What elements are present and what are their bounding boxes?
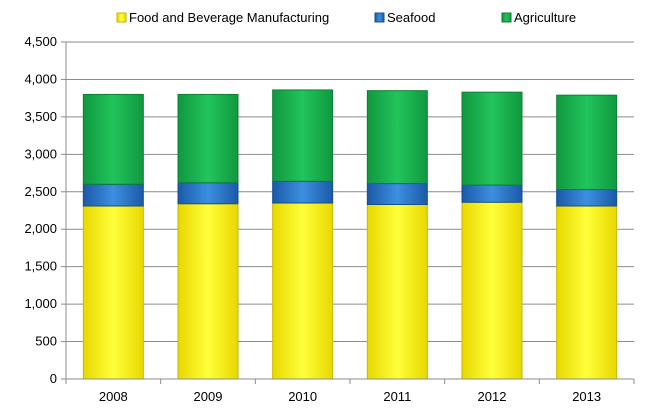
gridlines [66,41,634,343]
legend-item: Seafood [374,10,435,25]
y-tick-label: 4,500 [24,34,57,49]
x-tick-label: 2012 [478,389,507,404]
y-tick-label: 0 [50,371,57,386]
legend: Food and Beverage Manufacturing Seafood Ag… [116,10,576,25]
bar-agriculture-2011 [366,90,428,185]
bar-food-and-beverage-manufacturing-2008 [82,205,144,380]
legend-label: Food and Beverage Manufacturing [129,10,329,25]
legend-item: Food and Beverage Manufacturing [116,10,329,25]
bar-food-and-beverage-manufacturing-2013 [556,205,618,380]
x-tick-label: 2011 [383,389,411,404]
bar-agriculture-2012 [461,91,523,186]
x-tick-label: 2013 [572,389,601,404]
y-tick-label: 1,500 [24,259,57,274]
legend-swatch [501,12,512,23]
bar-seafood-2012 [461,184,523,203]
bar-food-and-beverage-manufacturing-2010 [272,202,334,380]
legend-label: Agriculture [514,10,576,25]
x-tick-label: 2009 [194,389,223,404]
x-tick-label: 2010 [288,389,317,404]
bars [82,89,618,380]
bar-seafood-2011 [366,183,428,206]
bar-food-and-beverage-manufacturing-2011 [366,204,428,380]
y-tick-label: 500 [35,334,57,349]
bar-seafood-2010 [272,180,334,204]
bar-food-and-beverage-manufacturing-2009 [177,203,239,380]
y-tick-label: 3,500 [24,109,57,124]
bar-agriculture-2008 [82,93,144,185]
y-tick-label: 1,000 [24,296,57,311]
y-axis: 0 500 1,000 1,500 2,000 2,500 3,000 3,500 4,000 4… [24,34,67,386]
bar-seafood-2013 [556,189,618,207]
bar-food-and-beverage-manufacturing-2012 [461,201,523,380]
bar-seafood-2008 [82,183,144,207]
legend-label: Seafood [387,10,435,25]
y-tick-label: 2,500 [24,184,57,199]
legend-swatch [116,12,127,23]
x-axis: 2008 2009 2010 2011 2012 2013 [65,378,635,404]
x-tick-label: 2008 [99,389,128,404]
bar-agriculture-2009 [177,93,239,184]
y-tick-label: 4,000 [24,71,57,86]
legend-swatch [374,12,385,23]
y-tick-label: 2,000 [24,221,57,236]
bar-seafood-2009 [177,182,239,205]
y-tick-label: 3,000 [24,146,57,161]
bar-agriculture-2013 [556,94,618,191]
legend-item: Agriculture [501,10,576,25]
bar-agriculture-2010 [272,89,334,182]
